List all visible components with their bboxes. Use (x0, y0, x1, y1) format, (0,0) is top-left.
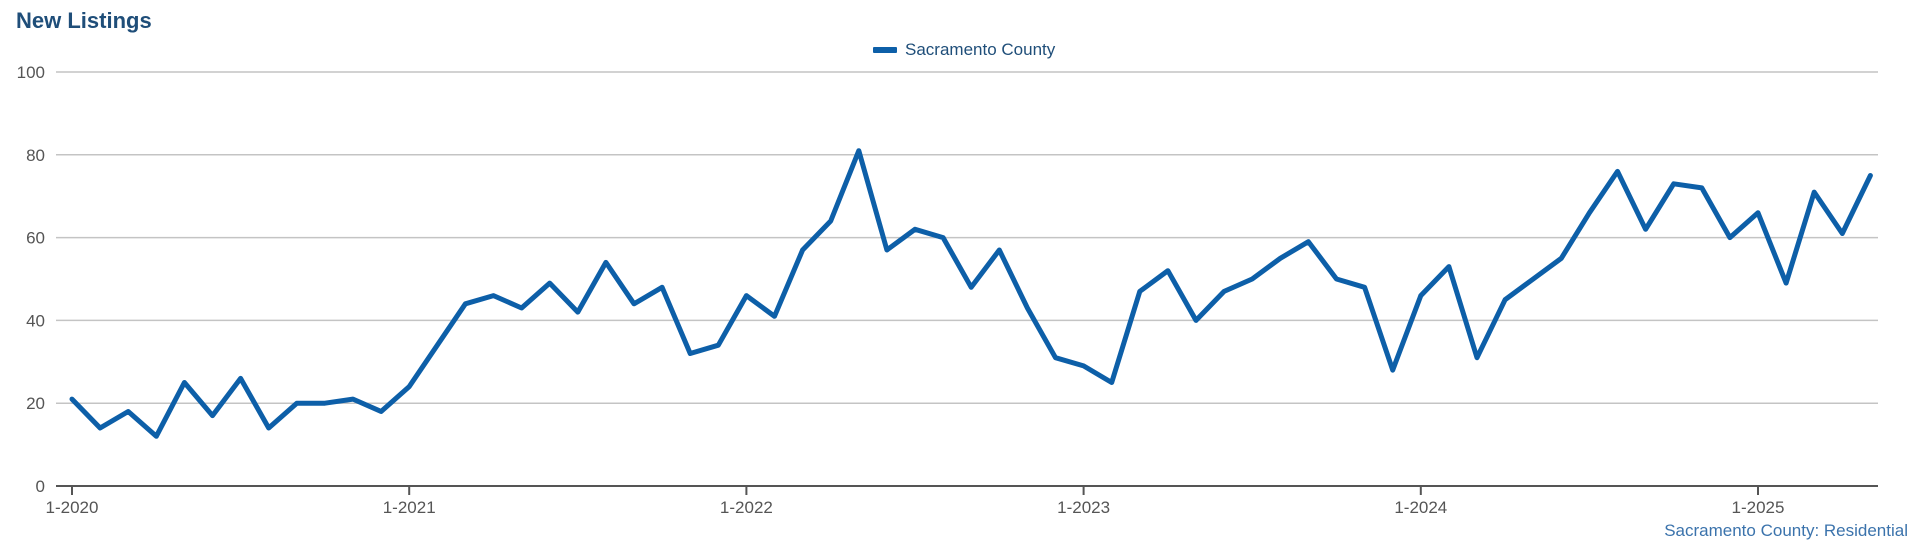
data-point[interactable] (1697, 183, 1707, 193)
data-point[interactable] (798, 245, 808, 255)
data-point[interactable] (1135, 286, 1145, 296)
data-point[interactable] (629, 299, 639, 309)
data-point[interactable] (1051, 353, 1061, 363)
data-point[interactable] (1865, 171, 1875, 181)
data-point[interactable] (1528, 274, 1538, 284)
data-point[interactable] (67, 394, 77, 404)
data-point[interactable] (657, 282, 667, 292)
data-point[interactable] (713, 340, 723, 350)
data-point[interactable] (994, 245, 1004, 255)
data-point[interactable] (1444, 262, 1454, 272)
data-point[interactable] (882, 245, 892, 255)
x-tick-label: 1-2020 (46, 498, 99, 517)
data-point[interactable] (573, 307, 583, 317)
data-point[interactable] (179, 378, 189, 388)
y-tick-label: 60 (26, 229, 45, 248)
x-tick-label: 1-2025 (1732, 498, 1785, 517)
legend-label: Sacramento County (905, 40, 1056, 59)
grid-lines (56, 71, 1878, 404)
data-point[interactable] (517, 303, 527, 313)
data-point[interactable] (1781, 278, 1791, 288)
data-point[interactable] (966, 282, 976, 292)
data-point[interactable] (741, 291, 751, 301)
data-point[interactable] (601, 257, 611, 267)
data-point[interactable] (1022, 303, 1032, 313)
data-point[interactable] (95, 423, 105, 433)
data-point[interactable] (264, 423, 274, 433)
y-tick-label: 40 (26, 311, 45, 330)
data-point[interactable] (348, 394, 358, 404)
data-point[interactable] (489, 291, 499, 301)
data-point[interactable] (1275, 253, 1285, 263)
x-tick-label: 1-2024 (1394, 498, 1447, 517)
data-point[interactable] (376, 407, 386, 417)
data-point[interactable] (1500, 295, 1510, 305)
data-point[interactable] (545, 278, 555, 288)
data-point[interactable] (236, 373, 246, 383)
data-point[interactable] (685, 349, 695, 359)
data-point[interactable] (151, 431, 161, 441)
y-tick-label: 0 (36, 477, 45, 496)
x-tick-label: 1-2022 (720, 498, 773, 517)
data-point[interactable] (404, 382, 414, 392)
data-point[interactable] (1613, 166, 1623, 176)
data-point[interactable] (1360, 282, 1370, 292)
y-axis-labels: 0 20 40 60 80 100 (17, 63, 45, 496)
data-point[interactable] (1416, 291, 1426, 301)
data-point[interactable] (1219, 286, 1229, 296)
data-point[interactable] (432, 340, 442, 350)
data-point[interactable] (1472, 353, 1482, 363)
legend[interactable]: Sacramento County (873, 40, 1055, 60)
y-tick-label: 100 (17, 63, 45, 82)
data-point[interactable] (1191, 315, 1201, 325)
data-point[interactable] (320, 398, 330, 408)
chart-title: New Listings (16, 8, 152, 33)
data-point[interactable] (1669, 179, 1679, 189)
data-point[interactable] (826, 216, 836, 226)
series-layer (67, 146, 1875, 441)
y-tick-label: 80 (26, 146, 45, 165)
data-point[interactable] (770, 311, 780, 321)
data-point[interactable] (1079, 361, 1089, 371)
data-point[interactable] (1556, 253, 1566, 263)
data-point[interactable] (1753, 208, 1763, 218)
legend-swatch (873, 47, 897, 53)
data-point[interactable] (1303, 237, 1313, 247)
series-line[interactable] (69, 148, 1873, 439)
x-axis-labels: 1-2020 1-2021 1-2022 1-2023 1-2024 1-2025 (46, 498, 1785, 517)
data-point[interactable] (292, 398, 302, 408)
data-point[interactable] (1809, 187, 1819, 197)
data-point[interactable] (1107, 378, 1117, 388)
data-point[interactable] (1163, 266, 1173, 276)
data-point[interactable] (938, 233, 948, 243)
source-note: Sacramento County: Residential (1664, 521, 1908, 540)
data-point[interactable] (1837, 229, 1847, 239)
data-point[interactable] (910, 224, 920, 234)
data-point[interactable] (123, 407, 133, 417)
data-point[interactable] (460, 299, 470, 309)
data-point[interactable] (208, 411, 218, 421)
data-point[interactable] (1247, 274, 1257, 284)
data-point[interactable] (1332, 274, 1342, 284)
x-axis (56, 485, 1878, 495)
data-point[interactable] (1584, 208, 1594, 218)
data-point[interactable] (1388, 365, 1398, 375)
x-tick-label: 1-2023 (1057, 498, 1110, 517)
data-point[interactable] (1641, 224, 1651, 234)
x-tick-label: 1-2021 (383, 498, 436, 517)
data-point[interactable] (1725, 233, 1735, 243)
y-tick-label: 20 (26, 394, 45, 413)
data-point[interactable] (854, 146, 864, 156)
